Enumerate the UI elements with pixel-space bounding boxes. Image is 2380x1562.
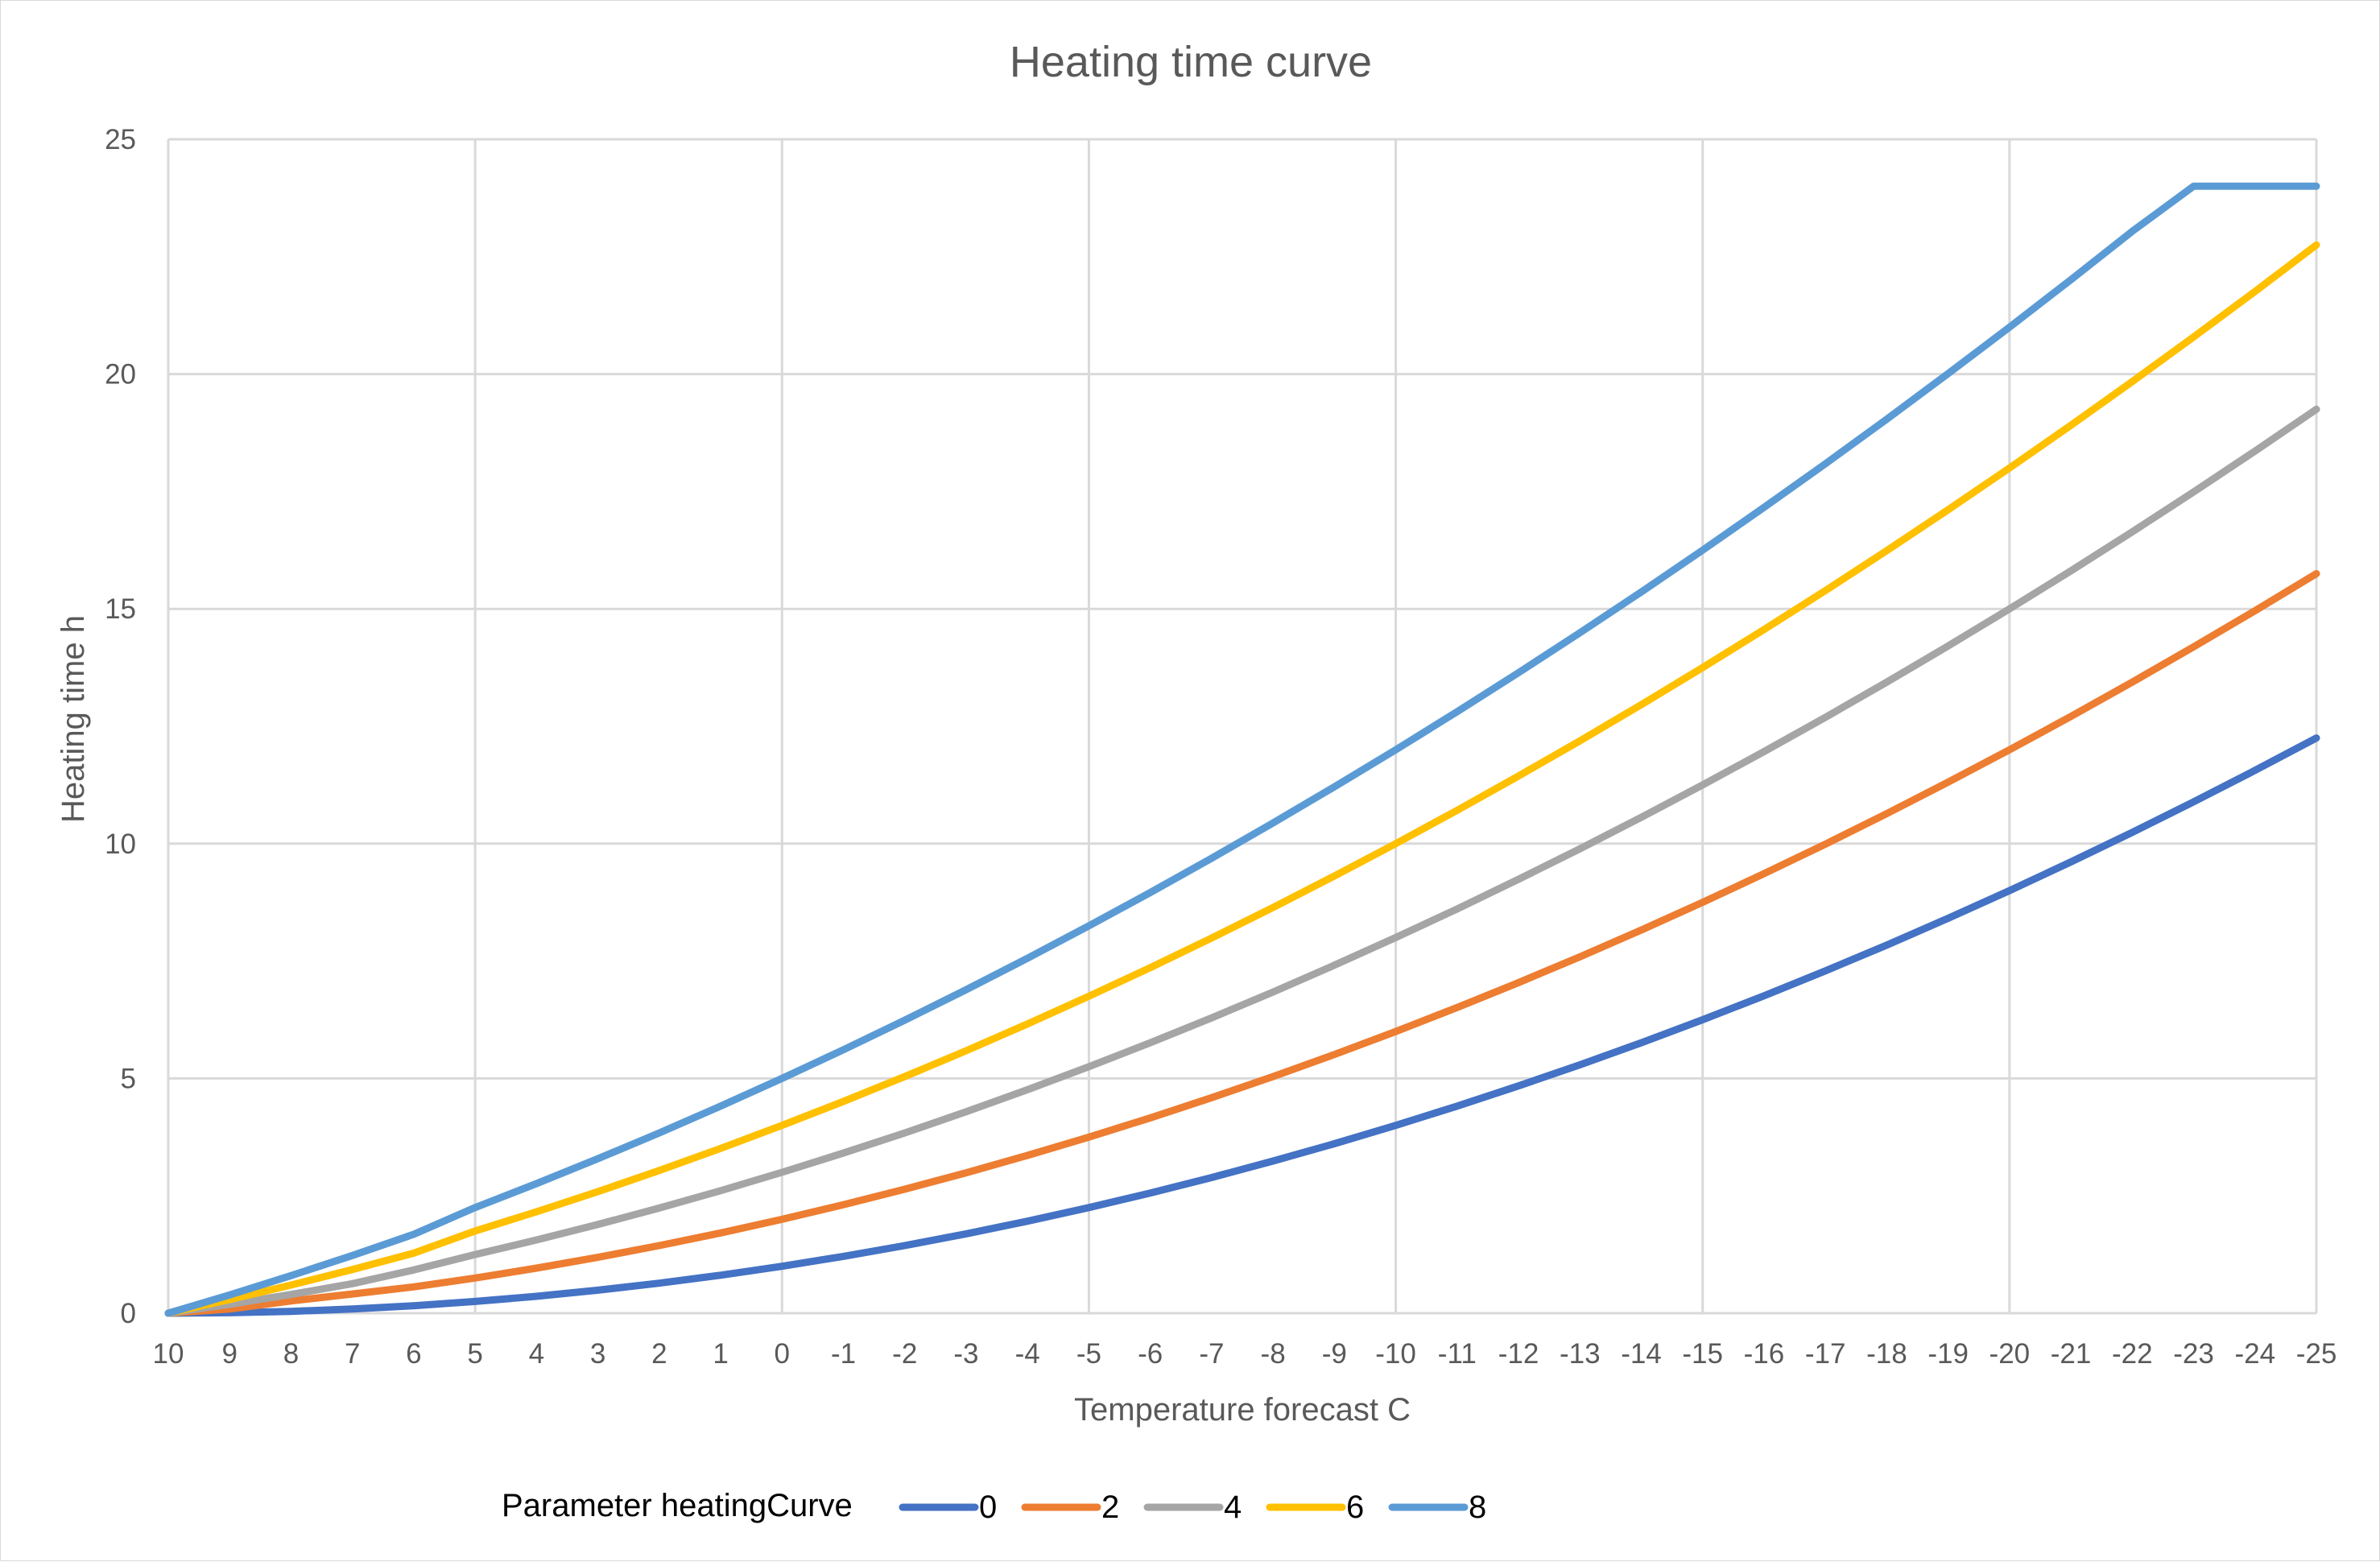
x-tick-label: -16 (1744, 1338, 1785, 1370)
legend-label: 4 (1224, 1490, 1242, 1525)
x-tick-label: 5 (467, 1338, 482, 1370)
x-tick-label: -14 (1621, 1338, 1662, 1370)
x-axis-ticks: 10 9 8 7 6 5 4 3 2 1 0 -1 -2 -3 -4 -5 -6 -7 -8 -9 -10 -11 -12-… (153, 1338, 2337, 1370)
x-tick-label: 6 (406, 1338, 421, 1370)
x-tick-label: -15 (1682, 1338, 1723, 1370)
x-tick-label: -3 (953, 1338, 978, 1370)
legend[interactable]: Parameter heatingCurve 0 2 4 6 8 (502, 1488, 1486, 1525)
x-tick-label: 3 (590, 1338, 605, 1370)
y-tick-label: 15 (105, 593, 136, 625)
x-tick-label: -21 (2051, 1338, 2092, 1370)
x-tick-label: -22 (2112, 1338, 2153, 1370)
x-axis-title: Temperature forecast C (1074, 1392, 1411, 1428)
x-tick-label: -10 (1375, 1338, 1416, 1370)
legend-label: 8 (1469, 1490, 1486, 1525)
x-tick-label: -24 (2234, 1338, 2275, 1370)
legend-item-2[interactable]: 2 (1021, 1490, 1119, 1525)
y-tick-label: 0 (121, 1298, 136, 1329)
legend-label: 2 (1101, 1490, 1119, 1525)
y-tick-label: 20 (105, 359, 136, 390)
legend-item-4[interactable]: 4 (1143, 1490, 1242, 1525)
x-tick-label: 2 (651, 1338, 667, 1370)
legend-item-8[interactable]: 8 (1388, 1490, 1486, 1525)
series-lines (164, 182, 2320, 1317)
y-axis-ticks: 0 5 10 15 20 25 (105, 124, 136, 1329)
gridlines (167, 138, 2318, 1315)
series-line-2 (164, 570, 2320, 1317)
y-tick-label: 5 (121, 1063, 136, 1094)
y-axis-title: Heating time h (56, 615, 91, 823)
x-tick-label: -4 (1015, 1338, 1040, 1370)
x-tick-label: -2 (892, 1338, 917, 1370)
x-tick-label: -19 (1928, 1338, 1969, 1370)
x-tick-label: -23 (2173, 1338, 2214, 1370)
legend-item-0[interactable]: 0 (899, 1490, 997, 1525)
legend-title: Parameter heatingCurve (502, 1488, 853, 1523)
x-tick-label: 7 (345, 1338, 360, 1370)
y-tick-label: 10 (105, 829, 136, 860)
x-tick-label: -17 (1805, 1338, 1846, 1370)
x-tick-label: -11 (1438, 1338, 1477, 1370)
x-tick-label: -7 (1199, 1338, 1224, 1370)
x-tick-label: 4 (529, 1338, 544, 1370)
x-tick-label: -1 (831, 1338, 856, 1370)
x-tick-label: 8 (283, 1338, 299, 1370)
x-tick-label: -20 (1990, 1338, 2031, 1370)
x-tick-label: -12 (1498, 1338, 1539, 1370)
x-tick-label: -13 (1560, 1338, 1601, 1370)
chart-title: Heating time curve (1010, 38, 1372, 86)
legend-item-6[interactable]: 6 (1266, 1490, 1364, 1525)
legend-label: 0 (979, 1490, 997, 1525)
series-line-4 (164, 405, 2320, 1317)
x-tick-label: 1 (713, 1338, 728, 1370)
x-tick-label: -5 (1076, 1338, 1101, 1370)
x-tick-label: -6 (1138, 1338, 1163, 1370)
x-tick-label: -9 (1322, 1338, 1347, 1370)
y-tick-label: 25 (105, 124, 136, 155)
series-line-0 (164, 734, 2320, 1317)
x-tick-label: -18 (1866, 1338, 1907, 1370)
legend-label: 6 (1346, 1490, 1364, 1525)
x-tick-label: 10 (153, 1338, 184, 1370)
x-tick-label: -25 (2296, 1338, 2337, 1370)
legend-items: 0 2 4 6 8 (899, 1490, 1486, 1525)
x-tick-label: -8 (1261, 1338, 1286, 1370)
x-tick-label: 9 (221, 1338, 237, 1370)
x-tick-label: 0 (775, 1338, 790, 1370)
series-line-6 (164, 241, 2320, 1317)
series-line-8 (164, 182, 2320, 1317)
